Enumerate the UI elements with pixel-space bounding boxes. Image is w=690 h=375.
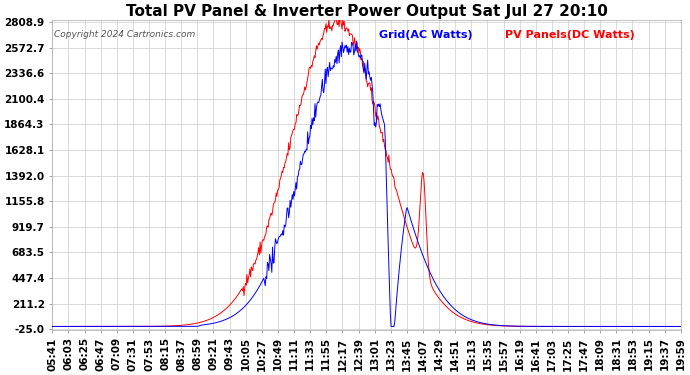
Text: PV Panels(DC Watts): PV Panels(DC Watts) [505, 30, 635, 40]
Title: Total PV Panel & Inverter Power Output Sat Jul 27 20:10: Total PV Panel & Inverter Power Output S… [126, 4, 607, 19]
Text: Copyright 2024 Cartronics.com: Copyright 2024 Cartronics.com [54, 30, 195, 39]
Text: Grid(AC Watts): Grid(AC Watts) [379, 30, 473, 40]
